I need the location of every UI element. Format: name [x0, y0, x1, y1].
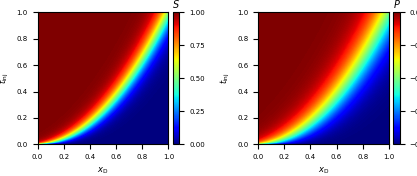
Y-axis label: $t_\mathrm{inj}$: $t_\mathrm{inj}$ [219, 73, 231, 84]
Title: $S$: $S$ [172, 0, 180, 10]
Y-axis label: $t_\mathrm{inj}$: $t_\mathrm{inj}$ [0, 73, 11, 84]
X-axis label: $x_\mathrm{D}$: $x_\mathrm{D}$ [97, 166, 109, 176]
Title: $P$: $P$ [392, 0, 400, 10]
X-axis label: $x_\mathrm{D}$: $x_\mathrm{D}$ [318, 166, 329, 176]
